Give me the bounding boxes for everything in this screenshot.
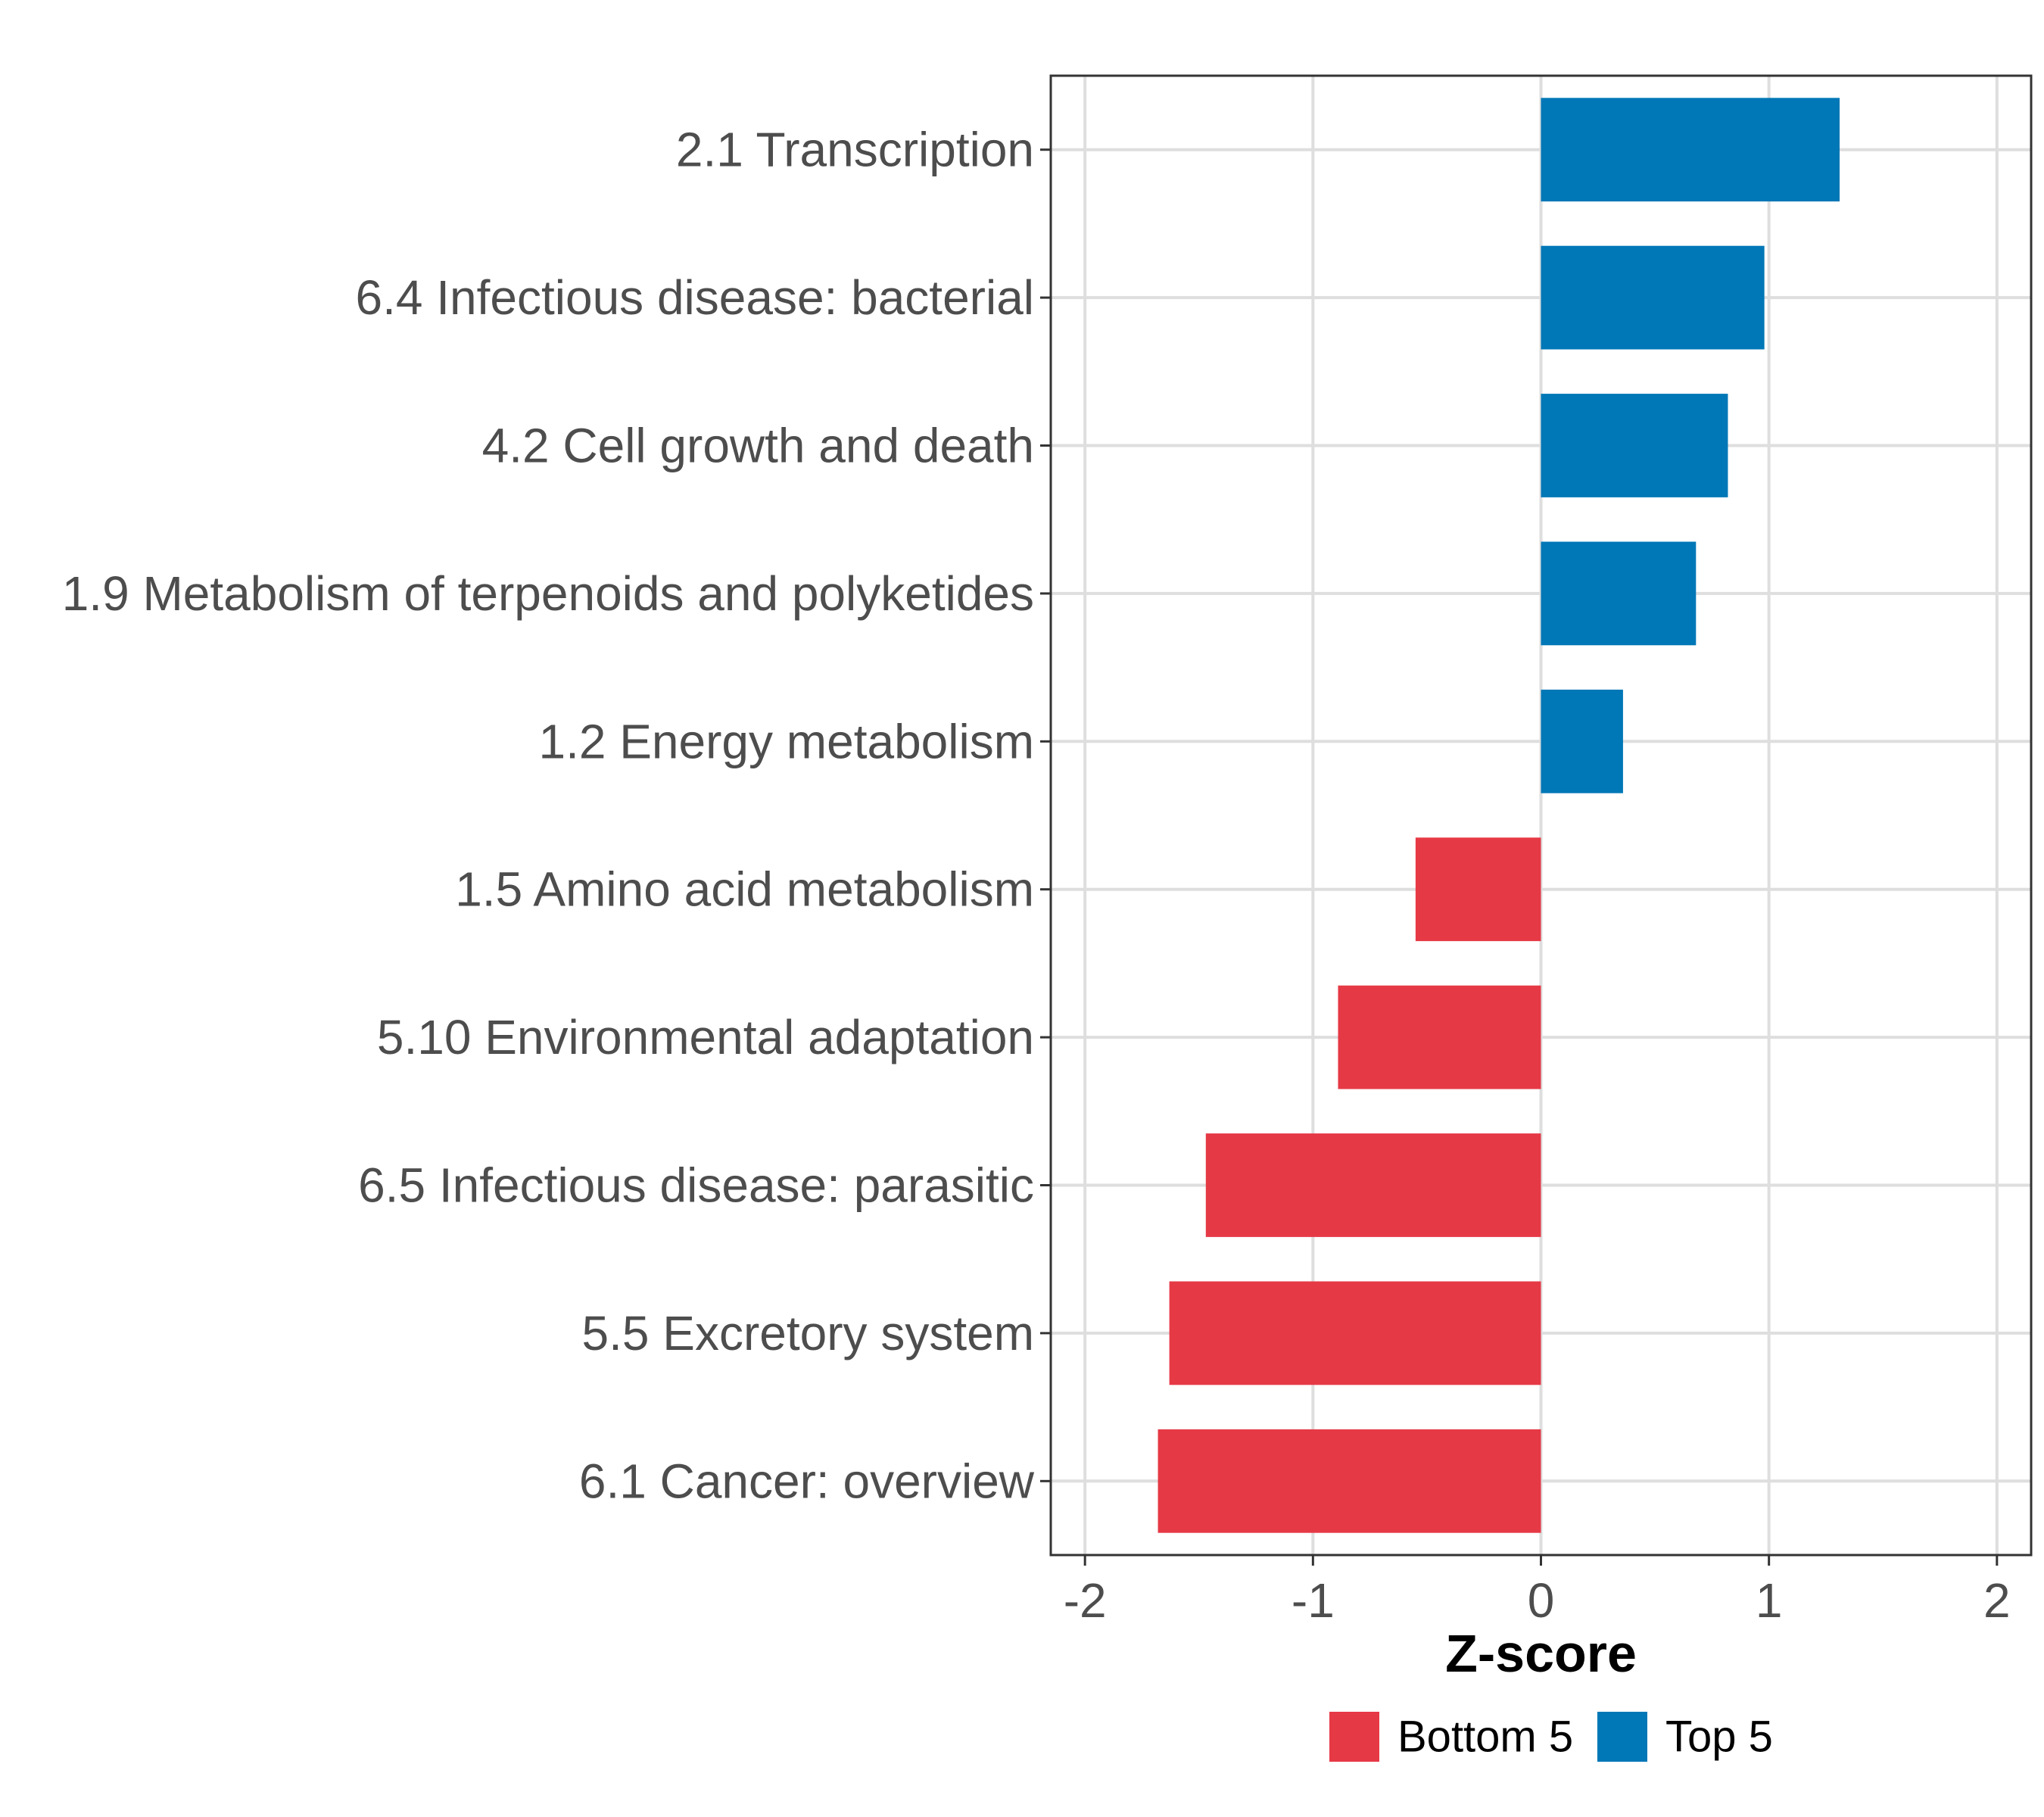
bars: [1158, 98, 1840, 1533]
y-tick-label: 6.1 Cancer: overview: [579, 1454, 1035, 1508]
bar: [1338, 985, 1541, 1089]
bar: [1541, 245, 1765, 350]
y-tick-label: 5.5 Excretory system: [582, 1306, 1035, 1360]
y-tick-label: 1.9 Metabolism of terpenoids and polyket…: [62, 566, 1034, 621]
legend-swatch: [1597, 1712, 1647, 1762]
x-tick-label: -2: [1064, 1573, 1107, 1628]
y-tick-label: 1.5 Amino acid metabolism: [455, 862, 1034, 917]
x-tick-label: 2: [1983, 1573, 2011, 1628]
bar: [1205, 1133, 1541, 1237]
y-tick-label: 6.5 Infectious disease: parasitic: [358, 1158, 1034, 1213]
bar: [1541, 689, 1623, 793]
bar: [1415, 837, 1541, 942]
y-tick-label: 4.2 Cell growth and death: [482, 419, 1034, 473]
y-tick-label: 2.1 Transcription: [676, 123, 1034, 177]
x-axis-title: Z-score: [1445, 1624, 1637, 1683]
bar: [1169, 1281, 1541, 1385]
bar: [1541, 98, 1840, 202]
y-axis: 2.1 Transcription 6.4 Infectious disease:…: [62, 123, 1051, 1508]
x-axis: -2 -1 0 1 2: [1064, 1555, 2011, 1628]
legend-label: Bottom 5: [1397, 1713, 1573, 1762]
x-tick-label: -1: [1292, 1573, 1335, 1628]
x-tick-label: 1: [1756, 1573, 1783, 1628]
legend: Bottom 5 Top 5: [1329, 1712, 1773, 1762]
legend-label: Top 5: [1665, 1713, 1773, 1762]
bar: [1541, 394, 1728, 497]
bar: [1541, 541, 1697, 646]
bar: [1158, 1429, 1541, 1533]
y-tick-label: 1.2 Energy metabolism: [538, 714, 1034, 768]
y-tick-label: 6.4 Infectious disease: bacterial: [355, 270, 1034, 325]
x-tick-label: 0: [1528, 1573, 1555, 1628]
y-tick-label: 5.10 Environmental adaptation: [377, 1010, 1034, 1064]
legend-swatch: [1329, 1712, 1379, 1762]
